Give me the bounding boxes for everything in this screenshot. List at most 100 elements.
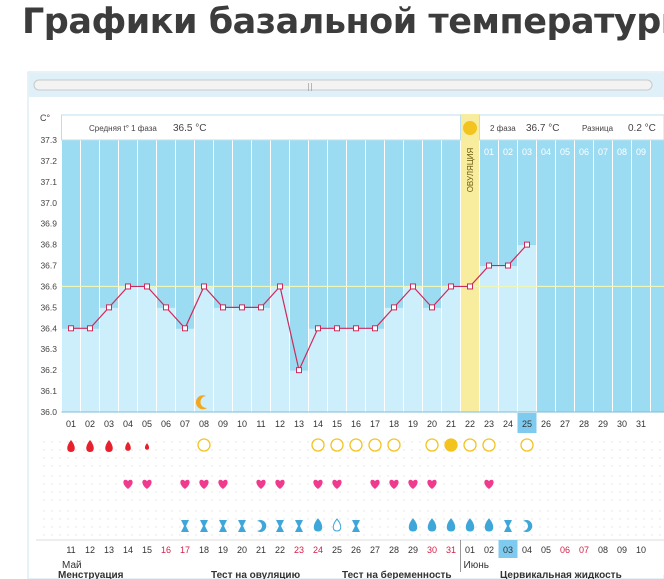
row-dot: [643, 510, 645, 512]
row-dot: [443, 491, 445, 493]
row-dot: [459, 518, 461, 520]
row-dot: [59, 465, 61, 467]
cycle-day-label: 10: [237, 419, 247, 429]
row-dot: [203, 457, 205, 459]
row-dot: [179, 534, 181, 536]
calendar-date-label: 06: [560, 545, 570, 555]
y-tick-label: 37.2: [40, 156, 57, 166]
ovulation-test-icon: [349, 438, 363, 452]
row-dot: [139, 499, 141, 501]
row-dot: [163, 518, 165, 520]
row-dot: [587, 449, 589, 451]
row-dot: [171, 499, 173, 501]
row-dot: [195, 465, 197, 467]
row-dot: [115, 483, 117, 485]
row-dot: [315, 465, 317, 467]
row-dot: [291, 518, 293, 520]
row-dot: [611, 449, 613, 451]
legend-ovulation-test[interactable]: Тест на овуляцию: [211, 570, 301, 579]
row-dot: [59, 483, 61, 485]
row-dot: [571, 457, 573, 459]
phase2-box: [479, 114, 664, 141]
row-dot: [491, 510, 493, 512]
row-dot: [523, 534, 525, 536]
row-dot: [531, 534, 533, 536]
row-dot: [427, 534, 429, 536]
row-dot: [627, 483, 629, 485]
row-dot: [579, 483, 581, 485]
legend-cervical[interactable]: Цервикальная жидкость: [500, 570, 622, 579]
cycle-day-label: 27: [560, 419, 570, 429]
temperature-bar: [517, 244, 537, 413]
row-dot: [171, 441, 173, 443]
row-dot: [563, 518, 565, 520]
moon-icon: [195, 395, 207, 410]
row-dot: [163, 534, 165, 536]
row-dot: [283, 465, 285, 467]
row-dot: [499, 499, 501, 501]
y-axis-unit: С°: [40, 113, 50, 123]
legend-pregnancy-test[interactable]: Тест на беременность: [342, 570, 452, 579]
row-dot: [435, 499, 437, 501]
temperature-bar: [270, 286, 290, 413]
row-dot: [51, 510, 53, 512]
row-dot: [467, 534, 469, 536]
row-dot: [243, 441, 245, 443]
row-dot: [363, 510, 365, 512]
row-dot: [443, 475, 445, 477]
row-dot: [83, 475, 85, 477]
row-dot: [43, 483, 45, 485]
row-dot: [243, 457, 245, 459]
row-dot: [171, 491, 173, 493]
row-dot: [491, 518, 493, 520]
legend: Менструация Тест на овуляцию Тест на бер…: [30, 570, 664, 579]
row-dot: [131, 526, 133, 528]
row-dot: [147, 491, 149, 493]
intercourse-heart-icon: [218, 479, 228, 489]
y-tick-label: 36.7: [40, 261, 57, 271]
cycle-day-label: 20: [427, 419, 437, 429]
row-dot: [267, 491, 269, 493]
row-dot: [443, 441, 445, 443]
row-dot: [243, 475, 245, 477]
row-dot: [203, 475, 205, 477]
row-dot: [387, 475, 389, 477]
legend-menstruation[interactable]: Менструация: [58, 570, 124, 579]
temperature-point: [505, 262, 511, 269]
row-dot: [395, 475, 397, 477]
row-dot: [259, 491, 261, 493]
row-dot: [611, 526, 613, 528]
row-dot: [83, 518, 85, 520]
row-dot: [115, 449, 117, 451]
row-dot: [251, 491, 253, 493]
row-dot: [131, 441, 133, 443]
row-dot: [443, 518, 445, 520]
row-dot: [507, 457, 509, 459]
row-dot: [171, 518, 173, 520]
row-dot: [187, 491, 189, 493]
row-dot: [539, 475, 541, 477]
row-dot: [643, 526, 645, 528]
temperature-bar: [175, 328, 195, 413]
row-dot: [611, 441, 613, 443]
row-dot: [315, 518, 317, 520]
cervical-drop-icon: [427, 518, 437, 532]
row-dot: [563, 491, 565, 493]
row-dot: [67, 491, 69, 493]
row-dot: [451, 457, 453, 459]
row-dot: [643, 441, 645, 443]
row-dot: [283, 499, 285, 501]
menstruation-drop-icon: [86, 440, 94, 452]
calendar-date-label: 11: [66, 545, 75, 555]
row-dot: [611, 510, 613, 512]
row-dot: [555, 449, 557, 451]
row-dot: [147, 465, 149, 467]
row-dot: [187, 449, 189, 451]
row-dot: [235, 483, 237, 485]
temperature-bar: [441, 286, 461, 413]
temperature-bar: [80, 328, 100, 413]
row-dot: [147, 510, 149, 512]
temperature-point: [353, 325, 359, 332]
row-dot: [307, 518, 309, 520]
row-dot: [171, 526, 173, 528]
